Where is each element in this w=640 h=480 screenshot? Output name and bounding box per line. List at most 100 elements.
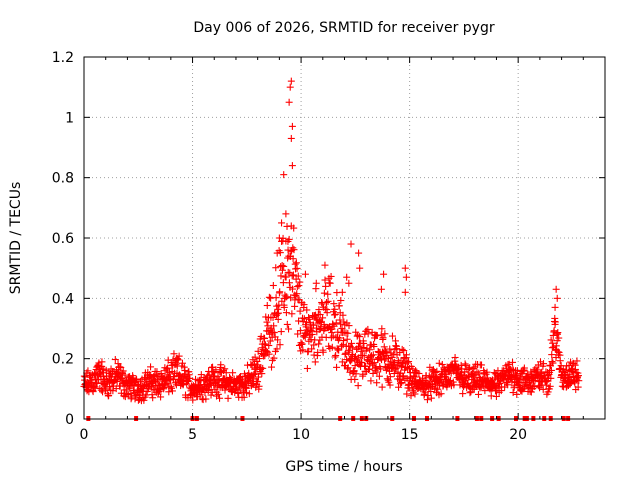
data-point	[470, 372, 478, 380]
data-point	[335, 346, 343, 354]
data-point	[343, 273, 351, 281]
data-point	[402, 351, 410, 359]
data-point	[272, 294, 280, 302]
data-point	[370, 342, 378, 350]
data-point	[251, 353, 259, 361]
data-point	[280, 171, 288, 179]
data-point	[553, 294, 561, 302]
data-point	[410, 372, 418, 380]
data-point	[380, 270, 388, 278]
data-point	[221, 386, 229, 394]
data-point	[296, 327, 304, 335]
data-point	[301, 270, 309, 278]
data-point	[283, 320, 291, 328]
data-point	[240, 393, 248, 401]
data-point	[285, 98, 293, 106]
data-point	[290, 224, 298, 232]
data-point	[346, 368, 354, 376]
data-point	[466, 364, 474, 372]
data-point	[351, 352, 359, 360]
data-point	[301, 333, 309, 341]
data-point	[396, 380, 404, 388]
data-point	[221, 365, 229, 373]
data-point	[287, 134, 295, 142]
data-point	[331, 310, 339, 318]
data-point	[504, 381, 512, 389]
data-point	[308, 330, 316, 338]
data-point	[542, 378, 550, 386]
data-point	[189, 396, 197, 404]
data-point	[551, 318, 559, 326]
data-point	[289, 255, 297, 263]
data-point	[291, 302, 299, 310]
data-point	[204, 387, 212, 395]
data-point	[388, 332, 396, 340]
y-tick-label: 0.4	[52, 291, 74, 307]
data-point	[327, 272, 335, 280]
data-point	[323, 309, 331, 317]
data-point	[465, 365, 473, 373]
data-point	[209, 367, 217, 375]
data-point	[549, 331, 557, 339]
data-point	[539, 385, 547, 393]
data-point	[323, 299, 331, 307]
data-point	[265, 293, 273, 301]
data-point	[84, 367, 92, 375]
data-point	[119, 367, 127, 375]
data-point	[552, 285, 560, 293]
data-point	[337, 297, 345, 305]
data-point	[266, 337, 274, 345]
data-point	[273, 345, 281, 353]
data-point	[186, 374, 194, 382]
data-point	[332, 351, 340, 359]
data-point	[123, 390, 131, 398]
data-point	[352, 370, 360, 378]
data-point	[547, 366, 555, 374]
data-point	[175, 352, 183, 360]
data-point	[438, 360, 446, 368]
data-point	[565, 362, 573, 370]
data-point	[509, 389, 517, 397]
data-point	[269, 281, 277, 289]
data-point	[555, 334, 563, 342]
data-point	[407, 392, 415, 400]
data-point	[290, 246, 298, 254]
y-tick-label: 0.8	[52, 171, 74, 187]
data-point	[427, 388, 435, 396]
data-point	[549, 339, 557, 347]
data-point	[386, 381, 394, 389]
data-point	[381, 356, 389, 364]
data-point	[423, 396, 431, 404]
data-point	[399, 373, 407, 381]
data-point	[403, 359, 411, 367]
data-point	[216, 394, 224, 402]
data-point	[509, 358, 517, 366]
data-point	[321, 276, 329, 284]
data-point	[180, 363, 188, 371]
chart-title: Day 006 of 2026, SRMTID for receiver pyg…	[193, 20, 494, 36]
data-point	[255, 355, 263, 363]
data-point	[324, 290, 332, 298]
data-point	[217, 361, 225, 369]
data-point	[437, 390, 445, 398]
data-point	[140, 396, 148, 404]
data-point	[322, 282, 330, 290]
data-point	[280, 262, 288, 270]
data-point	[348, 344, 356, 352]
data-point	[345, 322, 353, 330]
data-point	[319, 348, 327, 356]
data-point	[229, 369, 237, 377]
data-point	[294, 272, 302, 280]
data-point	[284, 246, 292, 254]
data-point	[236, 386, 244, 394]
data-point	[276, 288, 284, 296]
axis-ticks: 0 0.2 0.4 0.6 0.8 1 1.2 0 5 10 15 20	[52, 50, 606, 443]
data-point	[308, 345, 316, 353]
data-point	[340, 337, 348, 345]
data-point	[202, 395, 210, 403]
data-point	[214, 372, 222, 380]
data-point	[344, 364, 352, 372]
data-point	[345, 279, 353, 287]
data-point	[338, 358, 346, 366]
data-point	[512, 371, 520, 379]
